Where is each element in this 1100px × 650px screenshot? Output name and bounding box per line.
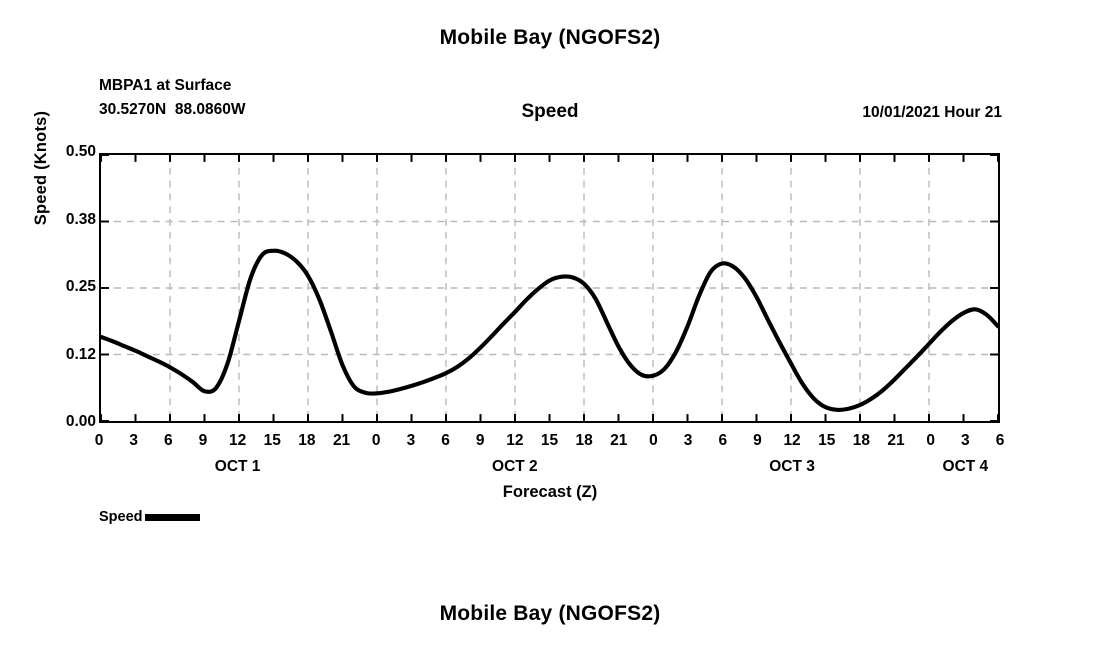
x-tick-label: 0 [94,432,104,449]
x-tick-label: 18 [298,432,316,449]
variable-title: Speed [521,101,579,122]
x-axis-day-label: OCT 3 [769,458,815,475]
y-tick-label: 0.25 [65,278,96,295]
x-tick-label: 3 [961,432,970,449]
x-tick-label: 6 [441,432,450,449]
run-timestamp: 10/01/2021 Hour 21 [862,104,1002,121]
x-tick-label: 3 [406,432,416,449]
x-axis-day-label: OCT 1 [214,458,261,475]
station-info: MBPA1 at Surface 30.5270N 88.0860W [99,74,246,122]
x-tick-label: 6 [995,432,1005,449]
x-axis-day-label: OCT 4 [942,458,989,475]
x-tick-label: 6 [718,432,728,449]
x-tick-label: 18 [852,432,870,449]
y-tick-label: 0.50 [65,143,96,160]
x-tick-label: 15 [263,432,281,449]
x-tick-label: 12 [783,432,801,449]
x-tick-label: 3 [129,432,138,449]
x-tick-label: 6 [163,432,173,449]
x-tick-label: 9 [753,432,762,449]
y-tick-label: 0.12 [65,345,96,363]
x-tick-label: 15 [540,432,559,449]
x-tick-label: 9 [198,432,208,449]
x-tick-label: 12 [228,432,247,449]
x-tick-label: 21 [610,432,628,449]
x-axis-day-label: OCT 2 [492,458,538,475]
x-tick-label: 0 [371,432,381,449]
x-tick-label: 0 [926,432,935,449]
x-axis-label: Forecast (Z) [502,483,598,501]
x-tick-label: 15 [818,432,836,449]
y-tick-label: 0.00 [65,413,96,430]
x-tick-label: 3 [683,432,693,449]
y-tick-label: 0.38 [65,210,96,228]
x-tick-label: 0 [649,432,658,449]
page-title-bottom: Mobile Bay (NGOFS2) [439,602,661,625]
plot-area [99,153,1000,423]
station-name: MBPA1 at Surface [99,77,232,94]
y-axis-label: Speed (Knots) [32,110,50,226]
legend: Speed [99,509,200,525]
axis-tickmarks [101,155,998,421]
x-tick-label: 21 [887,432,905,449]
x-tick-label: 12 [506,432,524,449]
data-line-speed [101,248,998,412]
legend-label: Speed [99,509,143,525]
x-tick-label: 18 [575,432,593,449]
x-tick-label: 9 [475,432,485,449]
gridlines [101,155,998,421]
x-tick-label: 21 [332,432,351,449]
plot-svg [101,155,998,421]
legend-swatch-speed [144,513,200,521]
station-coordinates: 30.5270N 88.0860W [99,101,246,118]
page-title-top: Mobile Bay (NGOFS2) [439,26,661,49]
